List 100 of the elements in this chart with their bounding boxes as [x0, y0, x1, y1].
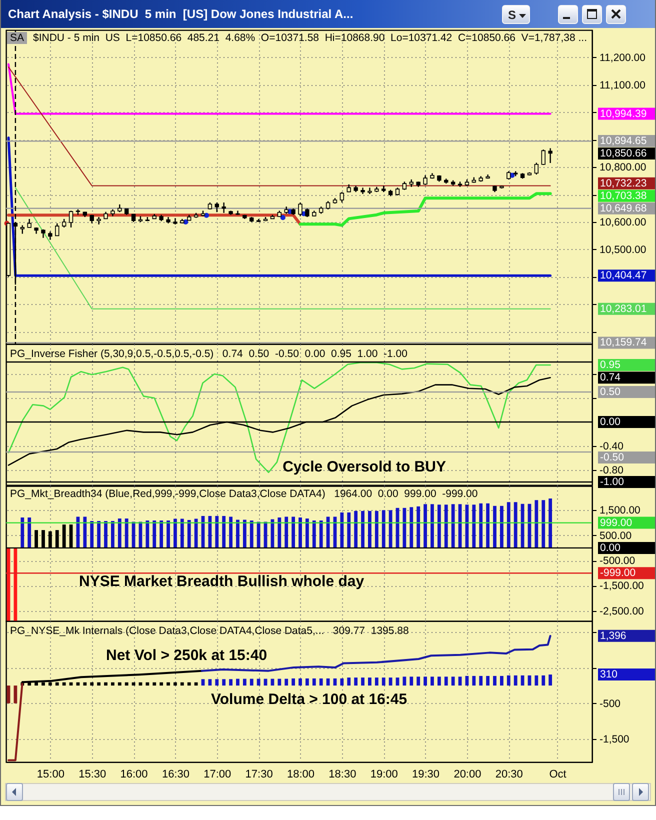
bar — [424, 504, 427, 548]
bar — [14, 548, 18, 621]
bar — [548, 674, 552, 686]
bar — [298, 517, 302, 548]
bar — [312, 520, 316, 548]
line-series — [21, 670, 203, 684]
bar — [278, 517, 282, 548]
x-tick-label: 16:00 — [120, 768, 148, 780]
x-tick-label: 19:30 — [412, 768, 440, 780]
bar — [194, 518, 198, 548]
bar — [152, 520, 156, 548]
bar — [347, 512, 351, 548]
bar — [472, 504, 476, 548]
y-tick-label: -0.40 — [600, 440, 624, 452]
text: 0.95 — [600, 359, 621, 371]
bar — [208, 679, 212, 686]
bar — [20, 517, 24, 548]
bar — [104, 682, 108, 686]
candlestick — [222, 202, 226, 214]
bar — [160, 520, 164, 548]
bar — [444, 676, 448, 686]
text: 10,283.01 — [600, 302, 647, 315]
text: 10,850.66 — [600, 147, 647, 160]
y-tick-label: 10,500.00 — [600, 244, 646, 256]
bar — [402, 508, 406, 548]
annotation: Net Vol > 250k at 15:40 — [106, 647, 268, 664]
bar — [354, 678, 358, 686]
bar — [222, 516, 226, 548]
y-tick-label: 1,500.00 — [600, 504, 641, 517]
bar — [90, 521, 94, 548]
bar — [444, 504, 448, 548]
ref-line-label: 10,894.65 — [600, 134, 647, 147]
bar — [110, 682, 114, 686]
bar — [83, 682, 87, 686]
bar — [250, 678, 254, 686]
bar — [542, 675, 546, 686]
bar — [215, 516, 219, 548]
bar — [215, 679, 219, 686]
bar — [506, 502, 510, 548]
bar — [208, 516, 212, 548]
x-tick-label: 17:30 — [245, 768, 273, 780]
candlestick — [173, 218, 178, 226]
x-tick-label: 20:30 — [495, 768, 523, 780]
bar — [479, 503, 483, 548]
bar — [319, 520, 323, 548]
y-tick-label: -1,500 — [600, 733, 630, 746]
candlestick — [360, 187, 365, 195]
candlestick — [68, 210, 74, 228]
bar — [28, 517, 32, 548]
bar — [368, 678, 372, 686]
bar — [430, 504, 434, 548]
y-tick-label: -2,500.00 — [600, 605, 644, 618]
text: 10,404.47 — [600, 270, 647, 282]
annotation: SA — [10, 32, 24, 44]
bar — [160, 682, 164, 686]
x-tick-label: 15:30 — [78, 768, 106, 780]
bar — [146, 682, 150, 686]
bar — [242, 678, 246, 686]
bar — [152, 682, 156, 686]
bar — [319, 678, 323, 686]
bar — [416, 676, 420, 686]
bar — [340, 678, 344, 686]
bar — [493, 676, 496, 686]
bar — [361, 678, 364, 686]
bar — [146, 520, 150, 548]
ref-line-label: 0.50 — [600, 386, 621, 398]
bar — [382, 678, 386, 686]
bar — [166, 682, 170, 686]
y-tick-label: -1,500.00 — [600, 580, 644, 592]
candlestick — [548, 148, 552, 164]
candlestick — [298, 202, 302, 217]
ref-line-label: -999.00 — [600, 567, 636, 580]
bar — [97, 521, 100, 548]
text: 310 — [600, 668, 618, 681]
bar — [201, 679, 205, 686]
bar — [347, 678, 351, 686]
bar — [402, 676, 406, 686]
bar — [124, 682, 128, 686]
bar — [305, 678, 309, 686]
x-tick-label: 18:00 — [286, 768, 315, 780]
chart-subtitle: $INDU - 5 min US L=10850.66 485.21 4.68% O=10371.58 Hi=10868.90 Lo=10371.42 C=10850.66 V=1,787,38 ... — [33, 32, 587, 44]
ref-line-label: -1.00 — [600, 476, 624, 488]
candlestick — [236, 210, 240, 216]
bar — [548, 498, 552, 548]
x-tick-label: 19:00 — [370, 768, 398, 780]
bar — [166, 520, 170, 548]
x-tick-label: 20:00 — [454, 768, 482, 780]
bar — [305, 518, 309, 548]
x-tick-label: 18:30 — [328, 768, 356, 780]
ref-line-label: -0.50 — [600, 452, 624, 464]
bar — [90, 682, 94, 686]
candlestick — [534, 162, 539, 176]
bar — [284, 516, 288, 548]
y-tick-label: 10,800.00 — [600, 162, 646, 174]
text: 10,703.38 — [600, 190, 647, 202]
bar — [312, 678, 316, 686]
bar — [472, 676, 476, 686]
chart-title: PG_Inverse Fisher (5,30,9,0.5,-0.5,0.5,-0.5) 0.74 0.50 -0.50 0.00 0.95 1.00 -1.00 — [10, 348, 408, 360]
bar — [514, 675, 518, 686]
ref-line-label: 10,159.74 — [600, 336, 647, 349]
